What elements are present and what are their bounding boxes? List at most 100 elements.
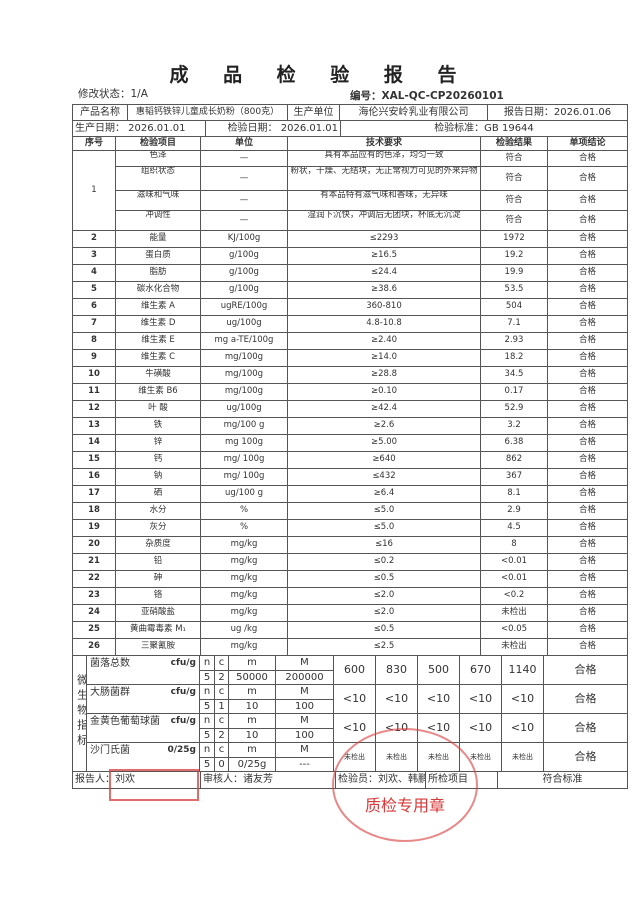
- report-date: 报告日期：2026.01.06: [487, 104, 628, 121]
- conclusion: 合格: [547, 150, 628, 167]
- requirement: 粉状，干燥、无结块，无正常视力可见的外来异物: [287, 166, 481, 191]
- conclusion: 合格: [547, 553, 628, 571]
- conclusion: 合格: [547, 570, 628, 588]
- reporter: 报告人：刘欢: [72, 771, 201, 789]
- conclusion: 合格: [547, 604, 628, 622]
- micro-item-unit: cfu/g: [170, 658, 196, 668]
- table-row: 组织状态 — 粉状，干燥、无结块，无正常视力可见的外来异物 符合 合格: [73, 166, 628, 191]
- item-name: 锌: [115, 434, 201, 452]
- inspector: 检验员：刘欢、韩鹏: [335, 771, 426, 789]
- unit: mg/100g: [200, 366, 288, 384]
- item-name: 硒: [115, 485, 201, 503]
- item-name: 钠: [115, 468, 201, 486]
- result: 18.2: [480, 349, 548, 367]
- unit: —: [200, 210, 288, 231]
- micro-result: <10: [417, 684, 460, 714]
- result: 4.5: [480, 519, 548, 537]
- result: 19.9: [480, 264, 548, 282]
- row-number: 4: [72, 264, 116, 282]
- column-header: 序号: [72, 136, 116, 151]
- table-row: 18 水分% ≤5.0 2.9 合格: [72, 502, 628, 520]
- column-header: 检验结果: [480, 136, 548, 151]
- conclusion: 合格: [547, 247, 628, 265]
- unit: %: [200, 519, 288, 537]
- item-name: 维生素 C: [115, 349, 201, 367]
- micro-result: <10: [417, 713, 460, 743]
- micro-result: 未检出: [417, 742, 460, 772]
- signature-row: 报告人：刘欢 审核人：诸友芳 检验员：刘欢、韩鹏 所检项目 符合标准: [72, 771, 628, 789]
- row-number: 14: [72, 434, 116, 452]
- requirement: ≤5.0: [287, 519, 481, 537]
- unit: KJ/100g: [200, 230, 288, 248]
- micro-item-name: 大肠菌群: [90, 687, 130, 698]
- item-name: 灰分: [115, 519, 201, 537]
- row-number: 11: [72, 383, 116, 401]
- item-name: 滋味和气味: [115, 190, 201, 211]
- item-name: 水分: [115, 502, 201, 520]
- plan-header: c: [214, 684, 229, 700]
- plan-header: c: [214, 742, 229, 758]
- micro-row-plan: 5 2 10 100: [73, 727, 628, 743]
- micro-row-header: 大肠菌群 cfu/g n c m M <10 <10 <10 <10 <10 合格: [73, 684, 628, 714]
- reviewer: 审核人：诸友芳: [200, 771, 336, 789]
- table-row: 24 亚硝酸盐 mg/kg ≤2.0 未检出 合格: [72, 604, 628, 622]
- product-name: 惠韬钙铁锌儿童成长奶粉（800克）: [127, 104, 288, 121]
- result: <0.01: [480, 553, 548, 571]
- item-name: 冲调性: [115, 210, 201, 231]
- column-header: 技术要求: [287, 136, 481, 151]
- row-number: 8: [72, 332, 116, 350]
- unit: mg/100 g: [200, 417, 288, 435]
- conclusion: 合格: [547, 434, 628, 452]
- conclusion: 合格: [547, 383, 628, 401]
- micro-result: 670: [459, 655, 502, 685]
- unit: mg/kg: [200, 604, 288, 622]
- conclusion: 合格: [547, 638, 628, 656]
- table-row: 19 灰分% ≤5.0 4.5 合格: [72, 519, 628, 537]
- row-number: 24: [72, 604, 116, 622]
- micro-result: <10: [459, 713, 502, 743]
- micro-result: <10: [333, 713, 376, 743]
- item-name: 维生素 D: [115, 315, 201, 333]
- requirement: ≥16.5: [287, 247, 481, 265]
- requirement: ≤16: [287, 536, 481, 554]
- table-row: 5 碳水化合物 g/100g ≥38.6 53.5 合格: [72, 281, 628, 299]
- conclusion: 合格: [547, 536, 628, 554]
- table-row: 17 硒 ug/100 g ≥6.4 8.1 合格: [72, 485, 628, 503]
- requirement: ≤5.0: [287, 502, 481, 520]
- plan-header: M: [275, 742, 334, 758]
- result: 未检出: [480, 604, 548, 622]
- conclusion: 合格: [547, 485, 628, 503]
- item-name: 亚硝酸盐: [115, 604, 201, 622]
- unit: —: [200, 150, 288, 167]
- requirement: 湿润下沉快，冲调后无团块，杯底无沉淀: [287, 210, 481, 231]
- micro-row-header: 金黄色葡萄球菌 cfu/g n c m M <10 <10 <10 <10 <10 合格: [73, 713, 628, 743]
- plan-value: 1: [214, 698, 229, 714]
- plan-header: m: [228, 655, 276, 671]
- result: 3.2: [480, 417, 548, 435]
- table-row: 25 黄曲霉毒素 M₁ ug /kg ≤0.5 <0.05 合格: [72, 621, 628, 639]
- row-number: 15: [72, 451, 116, 469]
- table-row: 1 色泽 — 具有本品应有的色泽，均匀一致 符合 合格: [72, 150, 628, 231]
- report-title: 成 品 检 验 报 告: [169, 64, 471, 86]
- item-name: 砷: [115, 570, 201, 588]
- table-row: 14 锌 mg 100g ≥5.00 6.38 合格: [72, 434, 628, 452]
- conclusion: 合格: [547, 230, 628, 248]
- maker-name: 海伦兴安岭乳业有限公司: [339, 104, 488, 121]
- unit: mg/kg: [200, 536, 288, 554]
- plan-value: 5: [199, 669, 215, 685]
- plan-header: n: [199, 742, 215, 758]
- requirement: ≤0.5: [287, 570, 481, 588]
- unit: mg/ 100g: [200, 451, 288, 469]
- row-number: 20: [72, 536, 116, 554]
- result: 0.17: [480, 383, 548, 401]
- table-row: 22 砷 mg/kg ≤0.5 <0.01 合格: [72, 570, 628, 588]
- conclusion: 合格: [547, 166, 628, 191]
- micro-item-unit: cfu/g: [170, 716, 196, 726]
- micro-conclusion: 合格: [543, 713, 628, 743]
- micro-conclusion: 合格: [543, 684, 628, 714]
- report-code: 编号：XAL-QC-CP20260101: [350, 90, 504, 102]
- micro-item-unit: 0/25g: [167, 745, 196, 755]
- result: 504: [480, 298, 548, 316]
